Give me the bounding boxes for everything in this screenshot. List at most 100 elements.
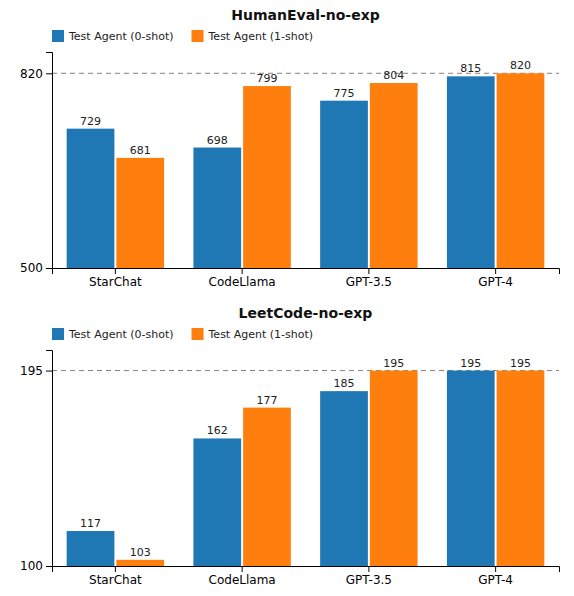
tick-mark [242,268,243,274]
tick-label: 195 [20,364,43,378]
x-tick: GPT-4 [478,566,513,587]
tick-mark [495,268,496,274]
bar [116,158,164,268]
bar [116,560,164,566]
reference-line [52,73,559,74]
y-tick: 820 [20,67,52,81]
tick-label: 820 [20,67,43,81]
x-tick: CodeLlama [209,566,276,587]
tick-label: CodeLlama [209,275,276,289]
axis-line [46,53,53,269]
data-label: 729 [80,115,101,128]
tick-label: GPT-4 [478,573,513,587]
legend-item: Test Agent (0-shot) [52,30,174,43]
tick-label: GPT-3.5 [346,275,392,289]
data-label: 195 [383,357,404,370]
data-labels: 117 162 185 195 [80,357,481,530]
data-label: 820 [510,59,531,72]
x-tick: GPT-3.5 [346,566,392,587]
tick-label: GPT-3.5 [346,573,392,587]
tick-label: StarChat [89,275,142,289]
tick-label: 500 [20,261,43,275]
title: LeetCode-no-exp [239,305,373,321]
data-label: 117 [80,517,101,530]
legend-item: Test Agent (1-shot) [192,30,314,43]
tick-mark [46,371,52,372]
legend-item: Test Agent (0-shot) [52,328,174,341]
legend-item: Test Agent (1-shot) [192,328,314,341]
data-label: 698 [207,134,228,147]
data-label: 162 [207,424,228,437]
x-tick: CodeLlama [209,268,276,289]
x-axis: StarChat CodeLlama GPT-3.5 GPT-4 [53,566,560,587]
tick-mark [115,566,116,572]
bar [320,101,368,268]
bar-series [116,371,544,566]
bar-series [67,76,495,268]
x-tick: GPT-4 [478,268,513,289]
legend-label: Test Agent (1-shot) [208,328,314,341]
bar-series [116,73,544,268]
tick-mark [46,268,52,269]
tick-label: 100 [20,559,43,573]
marks [52,73,559,268]
x-tick: GPT-3.5 [346,268,392,289]
bar [447,76,495,268]
tick-label: CodeLlama [209,573,276,587]
tick-mark [46,566,52,567]
bar [67,129,115,268]
axis-line [46,351,53,567]
data-label: 195 [460,357,481,370]
bar [497,73,545,268]
legend-swatch [52,328,64,340]
bar [370,83,418,268]
axis-line [53,269,560,275]
bar [67,531,115,566]
bar [243,408,291,566]
title: HumanEval-no-exp [231,7,379,23]
plot: 117 162 185 195 103 177 195 195 StarChat CodeLlam… [20,351,559,596]
tick-label: GPT-4 [478,275,513,289]
figure: 729 698 775 815 681 799 804 820 StarChat CodeLlam… [0,0,574,596]
legend-label: Test Agent (0-shot) [68,328,174,341]
tick-mark [242,566,243,572]
legend-swatch [52,30,64,42]
bar [370,371,418,566]
data-label: 815 [460,62,481,75]
data-label: 185 [334,377,355,390]
axis-line [53,567,560,573]
data-label: 103 [130,546,151,559]
bar [243,86,291,268]
data-label: 799 [256,72,277,85]
x-tick: StarChat [89,566,142,587]
legend-swatch [192,328,204,340]
legend-label: Test Agent (1-shot) [208,30,314,43]
panel: 117 162 185 195 103 177 195 195 StarChat CodeLlam… [20,305,559,596]
tick-mark [46,73,52,74]
data-label: 804 [383,69,404,82]
tick-label: StarChat [89,573,142,587]
x-tick: StarChat [89,268,142,289]
legend: Test Agent (0-shot) Test Agent (1-shot) [52,328,313,341]
data-labels: 729 698 775 815 [80,62,481,146]
data-labels: 681 799 804 820 [130,59,531,157]
y-tick: 100 [20,559,52,573]
data-label: 195 [510,357,531,370]
legend: Test Agent (0-shot) Test Agent (1-shot) [52,30,313,43]
bar [193,438,241,566]
bar [193,148,241,268]
legend-label: Test Agent (0-shot) [68,30,174,43]
tick-mark [495,566,496,572]
bar [447,371,495,566]
tick-mark [115,268,116,274]
bar [320,391,368,566]
marks [52,371,559,566]
tick-mark [368,268,369,274]
data-label: 681 [130,144,151,157]
tick-mark [368,566,369,572]
data-label: 177 [256,394,277,407]
data-label: 775 [334,87,355,100]
bar [497,371,545,566]
x-axis: StarChat CodeLlama GPT-3.5 GPT-4 [53,268,560,289]
y-axis: 100 195 [20,351,52,574]
